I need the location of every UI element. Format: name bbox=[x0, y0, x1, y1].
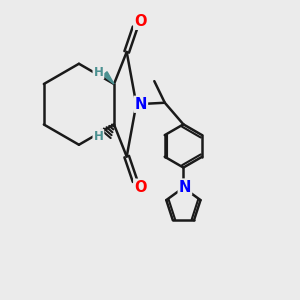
Polygon shape bbox=[103, 72, 114, 84]
Text: H: H bbox=[94, 130, 103, 143]
Text: N: N bbox=[135, 97, 147, 112]
Text: O: O bbox=[134, 14, 147, 29]
Text: H: H bbox=[94, 65, 103, 79]
Text: N: N bbox=[179, 179, 191, 194]
Text: O: O bbox=[134, 180, 147, 195]
